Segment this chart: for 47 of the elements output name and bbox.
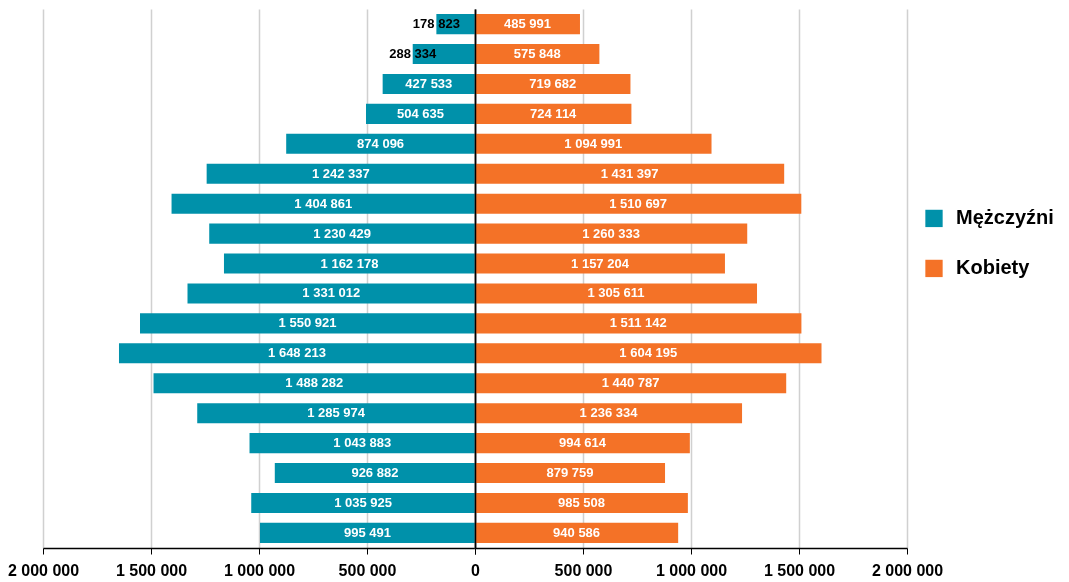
x-tick-label: 500 000 [338,561,397,579]
data-label: 1 094 991 [564,135,623,151]
data-label: 940 586 [553,524,601,540]
data-label: 1 236 334 [579,405,639,421]
data-label: 1 035 925 [334,494,393,510]
data-label: 724 114 [530,105,578,121]
x-tick-label: 500 000 [554,561,613,579]
data-label: 178 823 [412,16,460,32]
x-tick-label: 1 500 000 [115,561,188,579]
legend-label: Kobiety [956,256,1031,279]
data-label: 1 440 787 [601,375,660,391]
data-label: 1 162 178 [320,255,379,271]
x-tick-label: 1 000 000 [223,561,296,579]
data-label: 1 511 142 [609,315,667,331]
data-label: 288 334 [389,46,437,62]
data-label: 1 648 213 [268,345,326,361]
data-label: 1 157 204 [571,255,630,271]
data-label: 985 508 [557,494,605,510]
data-label: 1 230 429 [313,225,372,241]
data-label: 1 488 282 [285,375,344,391]
data-label: 1 285 974 [307,405,366,421]
data-label: 1 043 883 [333,435,392,451]
data-label: 575 848 [513,46,561,62]
data-label: 1 431 397 [600,165,659,181]
data-label: 504 635 [397,105,444,121]
data-label: 879 759 [546,465,594,481]
x-tick-label: 1 500 000 [763,561,836,579]
data-label: 1 260 333 [582,225,641,241]
data-label: 1 331 012 [302,285,361,301]
legend-label: Mężczyźni [956,206,1054,229]
data-label: 1 550 921 [278,315,337,331]
x-tick-label: 2 000 000 [7,561,80,579]
data-label: 719 682 [529,75,577,91]
x-tick-label: 1 000 000 [655,561,728,579]
data-label: 994 614 [558,435,607,451]
data-label: 485 991 [503,16,551,32]
data-label: 995 491 [343,524,391,540]
data-label: 1 604 195 [619,345,678,361]
data-label: 1 510 697 [609,195,668,211]
data-label: 1 242 337 [311,165,370,181]
data-label: 1 404 861 [294,195,353,211]
data-label: 1 305 611 [587,285,645,301]
data-label: 926 882 [351,465,399,481]
data-label: 874 096 [357,135,405,151]
data-label: 427 533 [405,75,453,91]
x-tick-label: 2 000 000 [871,561,944,579]
x-tick-label: 0 [471,561,481,579]
